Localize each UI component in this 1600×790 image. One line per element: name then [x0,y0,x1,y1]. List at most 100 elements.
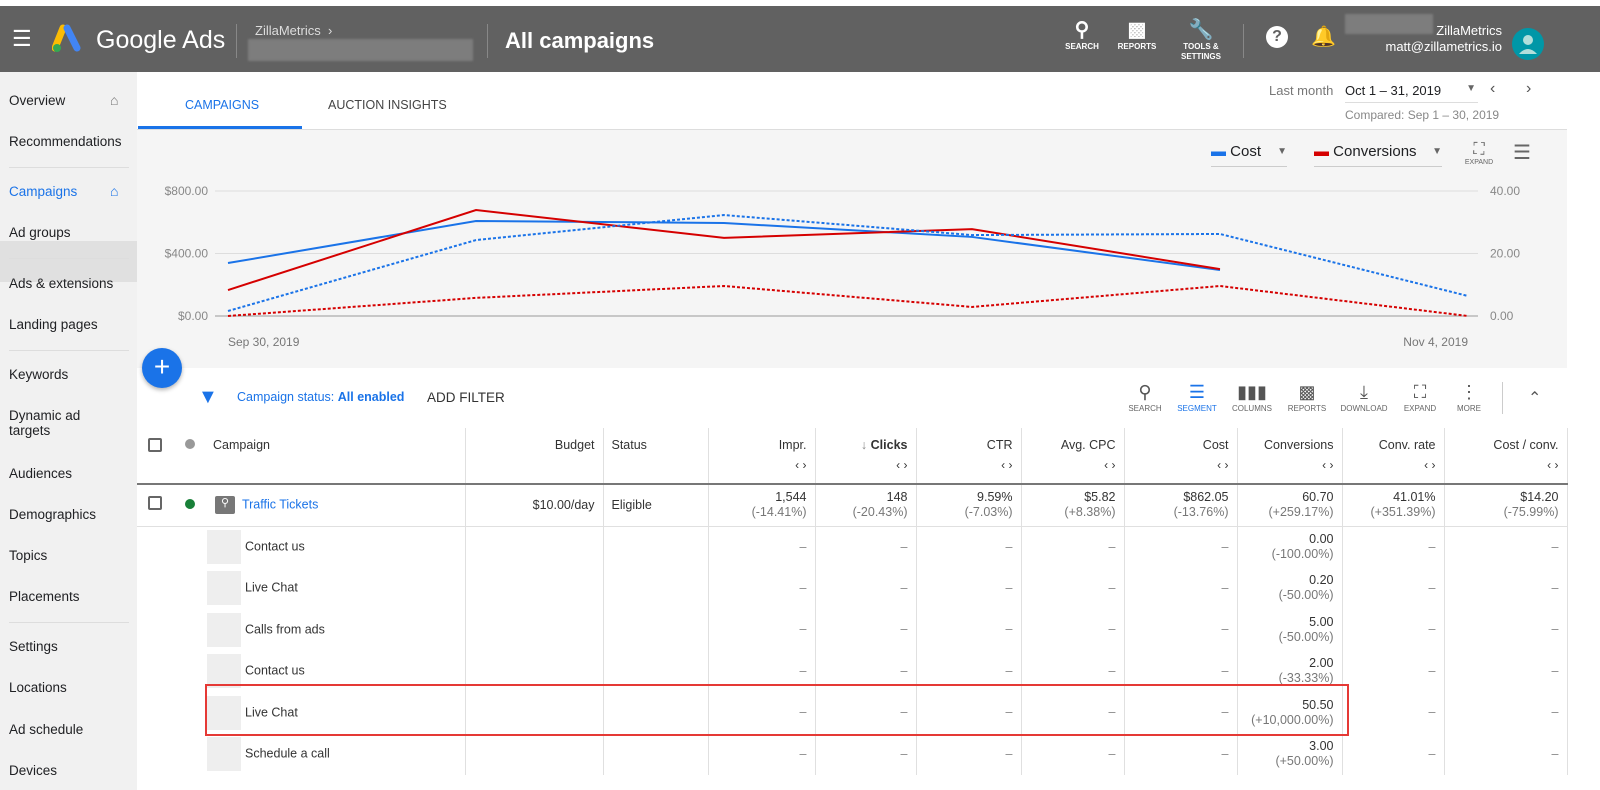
empty-cell: – [1444,733,1568,775]
tab-auction-insights[interactable]: AUCTION INSIGHTS [328,98,447,112]
sidebar-item-overview[interactable]: Overview [9,93,66,108]
sidebar-item-ads-extensions[interactable]: Ads & extensions [9,276,114,291]
sidebar-item-demographics[interactable]: Demographics [9,507,97,522]
next-period-icon[interactable]: › [1526,80,1532,97]
table-expand-button[interactable]: ⛶ EXPAND [1390,380,1450,413]
date-preset: Last month [1269,83,1334,98]
col-campaign[interactable]: Campaign [207,428,466,485]
col-avg-cpc[interactable]: Avg. CPC ‹ › [1021,428,1125,485]
blurred-customer-id [1345,14,1433,34]
col-cost-per-conv[interactable]: Cost / conv. ‹ › [1444,428,1568,485]
empty-cell: – [1444,567,1568,609]
col-impr[interactable]: Impr. ‹ › [708,428,816,485]
empty-cell: – [1124,733,1238,775]
blurred-account-id [248,39,473,61]
download-button[interactable]: ⤓ DOWNLOAD [1334,380,1394,413]
brand-name: Google Ads [96,26,226,54]
performance-chart: $0.00 0.00 $400.00 20.00 $800.00 40.00 Sep 30,… [165,184,1521,349]
compared-range: Compared: Sep 1 – 30, 2019 [1345,108,1500,122]
sidebar-item-settings[interactable]: Settings [9,639,58,654]
chart-settings-icon[interactable]: ☰ [1513,142,1531,164]
sidebar-item-ad-schedule[interactable]: Ad schedule [9,722,84,737]
table-search-button[interactable]: ⚲ SEARCH [1115,380,1175,413]
reports-button[interactable]: ▩ REPORTS [1117,19,1157,51]
empty-cell: – [1444,526,1568,568]
sidebar-item-locations[interactable]: Locations [9,680,67,695]
metric2-dropdown[interactable]: ▬ Conversions ▼ [1314,143,1442,167]
empty-cell: – [1021,526,1125,568]
segment-row: Live Chat – – – – –50.50 (+10,000.00%) – – [137,692,1568,734]
more-button[interactable]: ⋮ MORE [1439,380,1499,413]
collapse-chevron-icon[interactable]: ⌃ [1528,390,1542,407]
sidebar-item-campaigns[interactable]: Campaigns [9,184,78,199]
ctr-cell: 9.59% (-7.03%) [916,484,1022,527]
segment-button[interactable]: ☰ SEGMENT [1167,380,1227,413]
empty-cell: – [1124,692,1238,734]
bell-icon[interactable]: 🔔 [1311,26,1336,48]
filter-icon[interactable]: ▼ [198,386,218,408]
empty-cell: – [1021,567,1125,609]
menu-icon[interactable]: ☰ [12,26,32,51]
help-icon[interactable]: ? [1266,26,1288,48]
empty-cell: – [1021,692,1125,734]
empty-cell: – [1021,609,1125,651]
empty-cell: – [1342,609,1445,651]
col-status[interactable]: Status [603,428,709,485]
x-tick-label: Sep 30, 2019 [228,335,300,349]
col-ctr[interactable]: CTR ‹ › [916,428,1022,485]
search-button[interactable]: ⚲ SEARCH [1063,18,1101,52]
user-info[interactable]: ZillaMetrics matt@zillametrics.io [1385,23,1503,54]
empty-cell: – [708,526,816,568]
empty-cell: – [815,526,917,568]
expand-icon: ⛶ [1413,382,1427,402]
download-icon: ⤓ [1360,382,1368,402]
empty-cell: – [916,609,1022,651]
col-conv-rate[interactable]: Conv. rate ‹ › [1342,428,1445,485]
metric1-dropdown[interactable]: ▬ Cost ▼ [1211,143,1287,167]
segment-conversions: 5.00 (-50.00%) [1237,609,1343,651]
empty-cell: – [815,609,917,651]
reports-icon: ▩ [1127,19,1147,41]
segment-label: Calls from ads [207,609,466,651]
add-filter-button[interactable]: ADD FILTER [427,390,505,405]
previous-period-icon[interactable]: ‹ [1490,80,1496,97]
segment-label: Live Chat [207,692,466,734]
select-all-checkbox[interactable] [137,428,172,485]
col-cost[interactable]: Cost ‹ › [1124,428,1238,485]
col-conversions[interactable]: Conversions ‹ › [1237,428,1343,485]
campaign-name-link[interactable]: Traffic Tickets [241,497,319,512]
y-right-tick-label: 40.00 [1490,184,1520,198]
sidebar-item-dynamic-ad-targets[interactable]: Dynamic ad targets [9,408,81,438]
col-budget[interactable]: Budget [465,428,604,485]
campaign-status-filter[interactable]: Campaign status: All enabled [237,390,405,404]
add-campaign-button[interactable]: + [142,348,182,388]
sidebar-item-ad-groups[interactable]: Ad groups [9,225,71,240]
sidebar-item-landing-pages[interactable]: Landing pages [9,317,98,332]
sidebar-item-topics[interactable]: Topics [9,548,48,563]
budget[interactable]: $10.00/day [465,484,604,527]
enabled-status-dot[interactable] [172,484,207,527]
sidebar-item-devices[interactable]: Devices [9,763,58,778]
series-line-cost-solid [227,219,1221,272]
status-dot-header [172,428,207,485]
table-reports-button[interactable]: ▩ REPORTS [1277,380,1337,413]
col-clicks[interactable]: ↓ Clicks ‹ › [815,428,917,485]
sidebar-item-audiences[interactable]: Audiences [9,466,73,481]
search-icon: ⚲ [1138,382,1152,402]
tab-campaigns[interactable]: CAMPAIGNS [185,98,260,112]
empty-cell: – [916,733,1022,775]
search-campaign-icon: ⚲ [215,496,235,515]
reports-icon: ▩ [1298,382,1316,402]
account-breadcrumb[interactable]: ZillaMetrics › [255,23,333,38]
tools-settings-button[interactable]: 🔧 TOOLS & SETTINGS [1175,18,1227,62]
sidebar-item-keywords[interactable]: Keywords [9,367,69,382]
columns-button[interactable]: ▮▮▮ COLUMNS [1222,380,1282,413]
empty-cell: – [1444,650,1568,692]
date-range-picker[interactable]: Oct 1 – 31, 2019 ▼ [1345,83,1478,103]
sidebar-item-recommendations[interactable]: Recommendations [9,134,122,149]
y-left-tick-label: $0.00 [178,309,208,323]
row-checkbox[interactable] [137,484,172,527]
chart-expand-button[interactable]: ⛶ EXPAND [1462,141,1496,166]
avatar[interactable] [1512,28,1544,60]
sidebar-item-placements[interactable]: Placements [9,589,80,604]
